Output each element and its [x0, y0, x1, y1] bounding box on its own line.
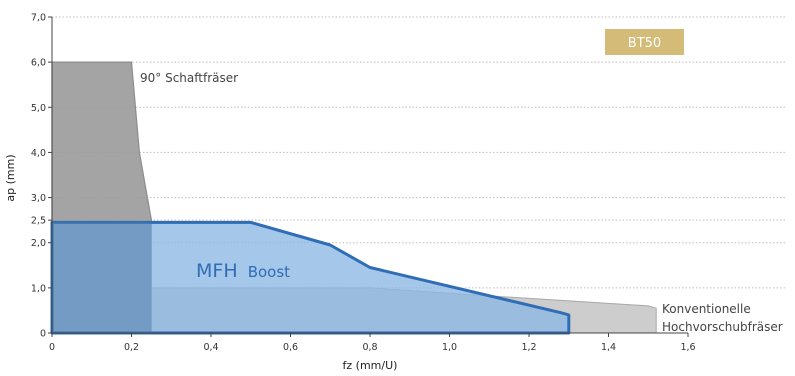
x-tick-label-1: 0,2 — [124, 342, 139, 353]
x-tick-label-6: 1,2 — [521, 342, 536, 353]
series-label-mfh-boost: MFH Boost — [196, 260, 290, 282]
x-tick-label-0: 0 — [49, 342, 55, 353]
badge-bt50 — [605, 29, 684, 55]
y-tick-label-5: 4,0 — [31, 148, 46, 159]
y-tick-label-7: 6,0 — [31, 58, 46, 69]
series-label-konventionell-line1: Konventionelle — [662, 302, 751, 316]
y-tick-label-0: 0 — [40, 329, 46, 340]
series-label-schaftfraeser: 90° Schaftfräser — [140, 71, 238, 85]
y-tick-label-3: 2,5 — [31, 216, 46, 227]
y-tick-labels: 0 1,0 2,0 2,5 3,0 4,0 5,0 6,0 7,0 — [31, 13, 52, 340]
x-tick-labels: 0 0,2 0,4 0,6 0,8 1,0 1,2 1,4 1,6 — [49, 333, 696, 353]
y-tick-label-6: 5,0 — [31, 103, 46, 114]
plot-areas — [50, 61, 657, 335]
badge-bt50-text: BT50 — [628, 36, 661, 51]
series-label-konventionell-line2: Hochvorschubfräser — [662, 320, 783, 334]
area-overlap — [52, 222, 152, 333]
y-tick-label-1: 1,0 — [31, 283, 46, 294]
series-label-boost: Boost — [248, 263, 290, 281]
y-tick-label-2: 2,0 — [31, 238, 46, 249]
series-label-mfh: MFH — [196, 260, 238, 282]
x-tick-label-4: 0,8 — [362, 342, 377, 353]
y-tick-label-8: 7,0 — [31, 13, 46, 24]
y-tick-label-4: 3,0 — [31, 193, 46, 204]
x-axis-label: fz (mm/U) — [343, 359, 398, 372]
x-tick-label-3: 0,6 — [283, 342, 298, 353]
area-mfh-boost — [50, 220, 571, 335]
x-tick-label-5: 1,0 — [442, 342, 457, 353]
y-axis-label: ap (mm) — [4, 154, 17, 201]
x-tick-label-7: 1,4 — [601, 342, 616, 353]
x-tick-label-2: 0,4 — [203, 342, 218, 353]
x-tick-label-8: 1,6 — [680, 342, 695, 353]
